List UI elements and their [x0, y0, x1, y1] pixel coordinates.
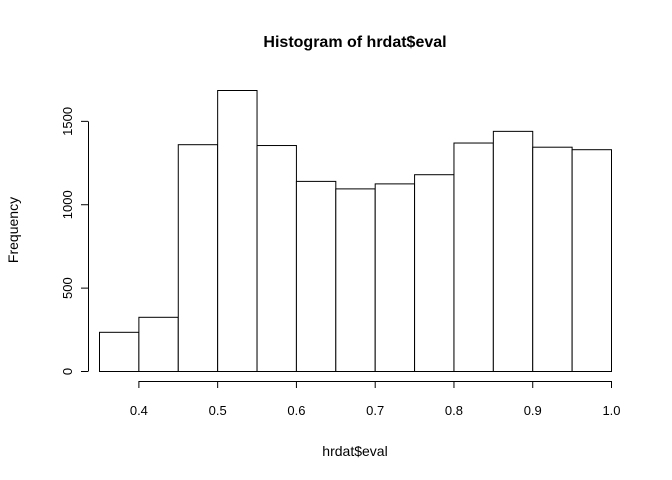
x-tick-label: 0.5 [209, 403, 227, 418]
x-tick-label: 0.7 [366, 403, 384, 418]
bars-group [99, 90, 612, 372]
y-tick-label: 1000 [60, 190, 75, 219]
x-axis-label: hrdat$eval [322, 443, 387, 459]
histogram-bar [374, 183, 416, 372]
x-tick-label: 0.4 [130, 403, 148, 418]
x-tick-label: 0.9 [524, 403, 542, 418]
x-axis: 0.4 0.5 0.6 0.7 0.8 0.9 1.0 [130, 381, 621, 418]
y-tick-label: 500 [60, 277, 75, 299]
y-tick-label: 1500 [60, 107, 75, 136]
x-tick-label: 0.8 [445, 403, 463, 418]
y-axis: 0 500 1000 1500 [60, 107, 89, 375]
y-axis-label: Frequency [5, 197, 21, 263]
histogram-bar [295, 180, 337, 372]
histogram-bar [99, 331, 140, 372]
histogram-bar [217, 90, 258, 372]
histogram-bar [532, 146, 573, 372]
histogram-bar [177, 144, 219, 372]
histogram-bar [335, 188, 376, 372]
y-tick-label: 0 [60, 368, 75, 375]
histogram-bar [138, 316, 179, 372]
x-tick-label: 0.6 [287, 403, 305, 418]
histogram-bar [256, 145, 297, 372]
chart-title: Histogram of hrdat$eval [263, 34, 446, 51]
histogram-bar [571, 149, 612, 372]
histogram-bar [492, 130, 534, 372]
x-tick-label: 1.0 [602, 403, 620, 418]
histogram-bar [414, 174, 455, 372]
histogram-bar [453, 142, 494, 372]
